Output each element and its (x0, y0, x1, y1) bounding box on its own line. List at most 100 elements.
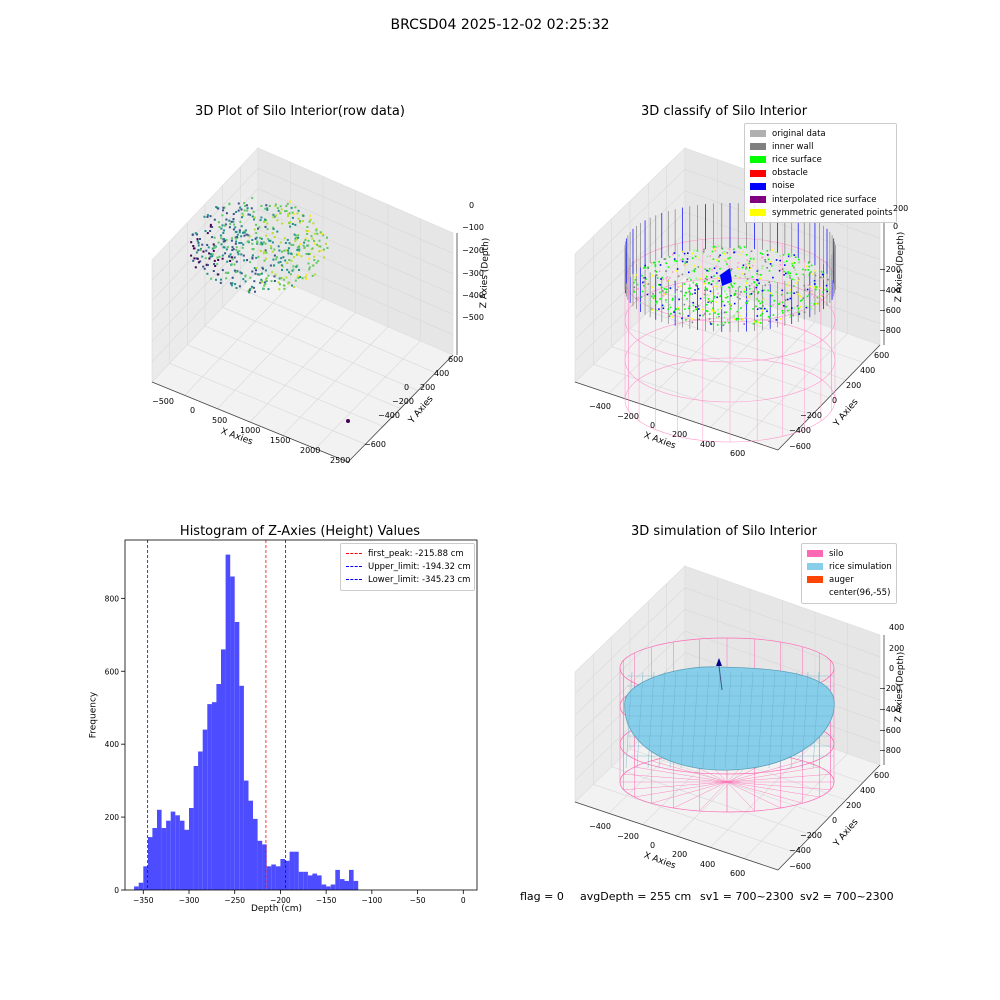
x-tick-label: −150 (316, 896, 337, 905)
classified-point (721, 300, 724, 303)
silo-floor-spoke (726, 760, 803, 783)
classified-point (694, 292, 696, 294)
classified-point (708, 300, 711, 303)
raw-point (233, 223, 235, 226)
classified-point (681, 260, 684, 263)
raw-point (230, 256, 233, 259)
classified-point (723, 250, 726, 253)
raw-point (259, 249, 262, 252)
classified-point (716, 296, 718, 299)
classified-point (762, 298, 765, 300)
classified-point (750, 267, 752, 269)
classified-point (668, 315, 671, 317)
classified-point (678, 254, 680, 257)
raw-point (279, 277, 282, 280)
raw-point (299, 243, 302, 246)
raw-point (274, 273, 277, 276)
classified-point (662, 294, 664, 297)
surface-mesh-line (724, 671, 732, 769)
classified-point (728, 248, 731, 250)
raw-point (225, 238, 228, 241)
raw-point (203, 267, 206, 270)
classified-point (637, 296, 640, 299)
histogram-bar (280, 859, 285, 890)
classified-point (705, 288, 708, 290)
raw-point (297, 277, 300, 279)
histogram-bar (335, 869, 340, 890)
classified-point (733, 302, 736, 305)
classified-point (745, 267, 747, 270)
histogram-bar (243, 780, 249, 890)
classified-point (684, 261, 687, 263)
histogram-frame (124, 539, 478, 891)
classified-point (698, 308, 700, 310)
raw-point (220, 237, 223, 240)
classified-point (644, 277, 647, 279)
classified-point (813, 286, 816, 289)
classified-point (759, 274, 762, 276)
classified-point (657, 283, 660, 286)
raw-point (315, 229, 318, 232)
raw-point (250, 207, 253, 210)
surface-mesh-line (625, 671, 633, 769)
classified-point (748, 262, 750, 265)
classified-point (729, 307, 732, 310)
classified-point (779, 318, 782, 320)
classified-point (768, 270, 771, 272)
classified-point (786, 298, 789, 301)
classified-point (764, 260, 767, 263)
raw-point (264, 225, 267, 228)
classified-point (655, 309, 658, 312)
raw-point (294, 279, 297, 282)
classified-point (675, 308, 677, 310)
classified-point (647, 283, 650, 285)
classified-point (658, 270, 661, 273)
classified-point (742, 250, 744, 253)
surface-mesh-line (735, 671, 743, 769)
raw-point (251, 197, 254, 200)
classified-point (652, 261, 655, 264)
raw-point (209, 253, 212, 256)
classified-point (720, 294, 722, 297)
classified-point (756, 279, 758, 281)
auger-marker (716, 658, 722, 666)
legend-item-inner-wall: inner wall (750, 140, 891, 153)
classified-point (745, 282, 748, 284)
classified-point (766, 308, 768, 311)
raw-point (207, 246, 210, 249)
raw-point (265, 277, 268, 280)
classified-point (791, 265, 794, 267)
raw-point (287, 282, 289, 285)
classified-point (786, 260, 788, 262)
raw-point (220, 243, 223, 246)
classified-point (703, 313, 705, 316)
classified-point (737, 268, 739, 270)
classified-point (764, 259, 766, 261)
noise-cluster (720, 268, 732, 286)
classified-point (806, 288, 809, 291)
classified-point (654, 263, 657, 266)
raw-point (231, 258, 234, 261)
classified-point (760, 293, 763, 296)
histogram-bar (339, 879, 345, 890)
classified-point (805, 265, 808, 268)
y-tick-label: 400 (105, 740, 120, 749)
raw-point (228, 255, 231, 258)
raw-point (233, 269, 236, 272)
classified-point (740, 307, 742, 309)
classified-point (745, 280, 748, 282)
raw-point (259, 273, 262, 276)
raw-point (267, 274, 270, 277)
classified-point (730, 269, 732, 272)
classified-point (798, 293, 800, 296)
raw-point (289, 225, 292, 228)
raw-point (235, 246, 238, 249)
raw-point (251, 248, 254, 251)
classified-point (717, 308, 719, 311)
raw-point (222, 240, 225, 243)
raw-point (288, 212, 291, 215)
classified-point (728, 286, 730, 289)
raw-point (264, 269, 267, 272)
raw-point (259, 236, 261, 239)
classified-point (659, 298, 661, 300)
